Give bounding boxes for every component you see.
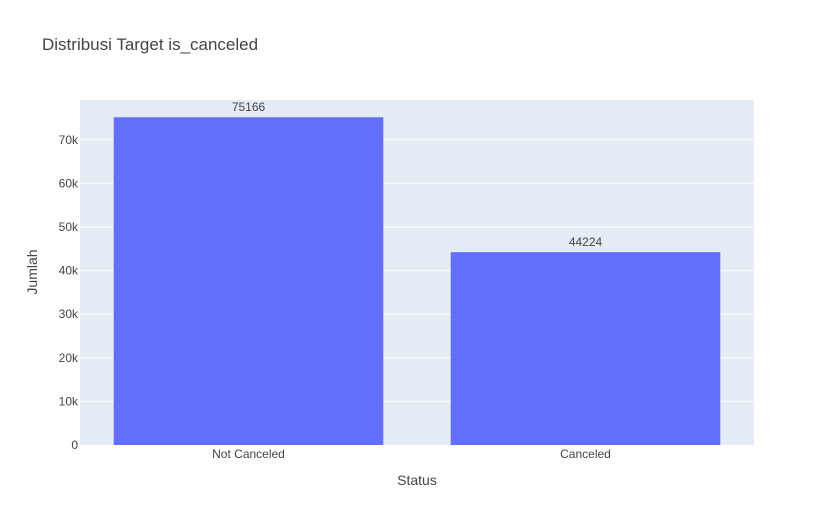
x-tick-label: Not Canceled xyxy=(212,447,285,461)
y-tick-label: 20k xyxy=(59,351,79,365)
bars: 75166 44224 xyxy=(113,100,721,445)
y-tick-label: 40k xyxy=(59,264,79,278)
y-tick-label: 70k xyxy=(59,133,79,147)
x-axis-title: Status xyxy=(397,472,437,488)
bar-value-label: 75166 xyxy=(232,100,266,114)
y-axis-ticks: 0 10k 20k 30k 40k 50k 60k 70k xyxy=(59,133,79,452)
y-tick-label: 50k xyxy=(59,220,79,234)
x-axis-ticks: Not Canceled Canceled xyxy=(212,447,611,461)
x-tick-label: Canceled xyxy=(560,447,611,461)
bar-value-label: 44224 xyxy=(569,235,603,249)
chart-title: Distribusi Target is_canceled xyxy=(42,35,258,54)
bar xyxy=(450,252,721,445)
y-tick-label: 10k xyxy=(59,394,79,408)
y-tick-label: 60k xyxy=(59,176,79,190)
y-tick-label: 0 xyxy=(71,438,78,452)
y-tick-label: 30k xyxy=(59,307,79,321)
y-axis-title: Jumlah xyxy=(24,249,40,294)
bar xyxy=(113,117,384,445)
